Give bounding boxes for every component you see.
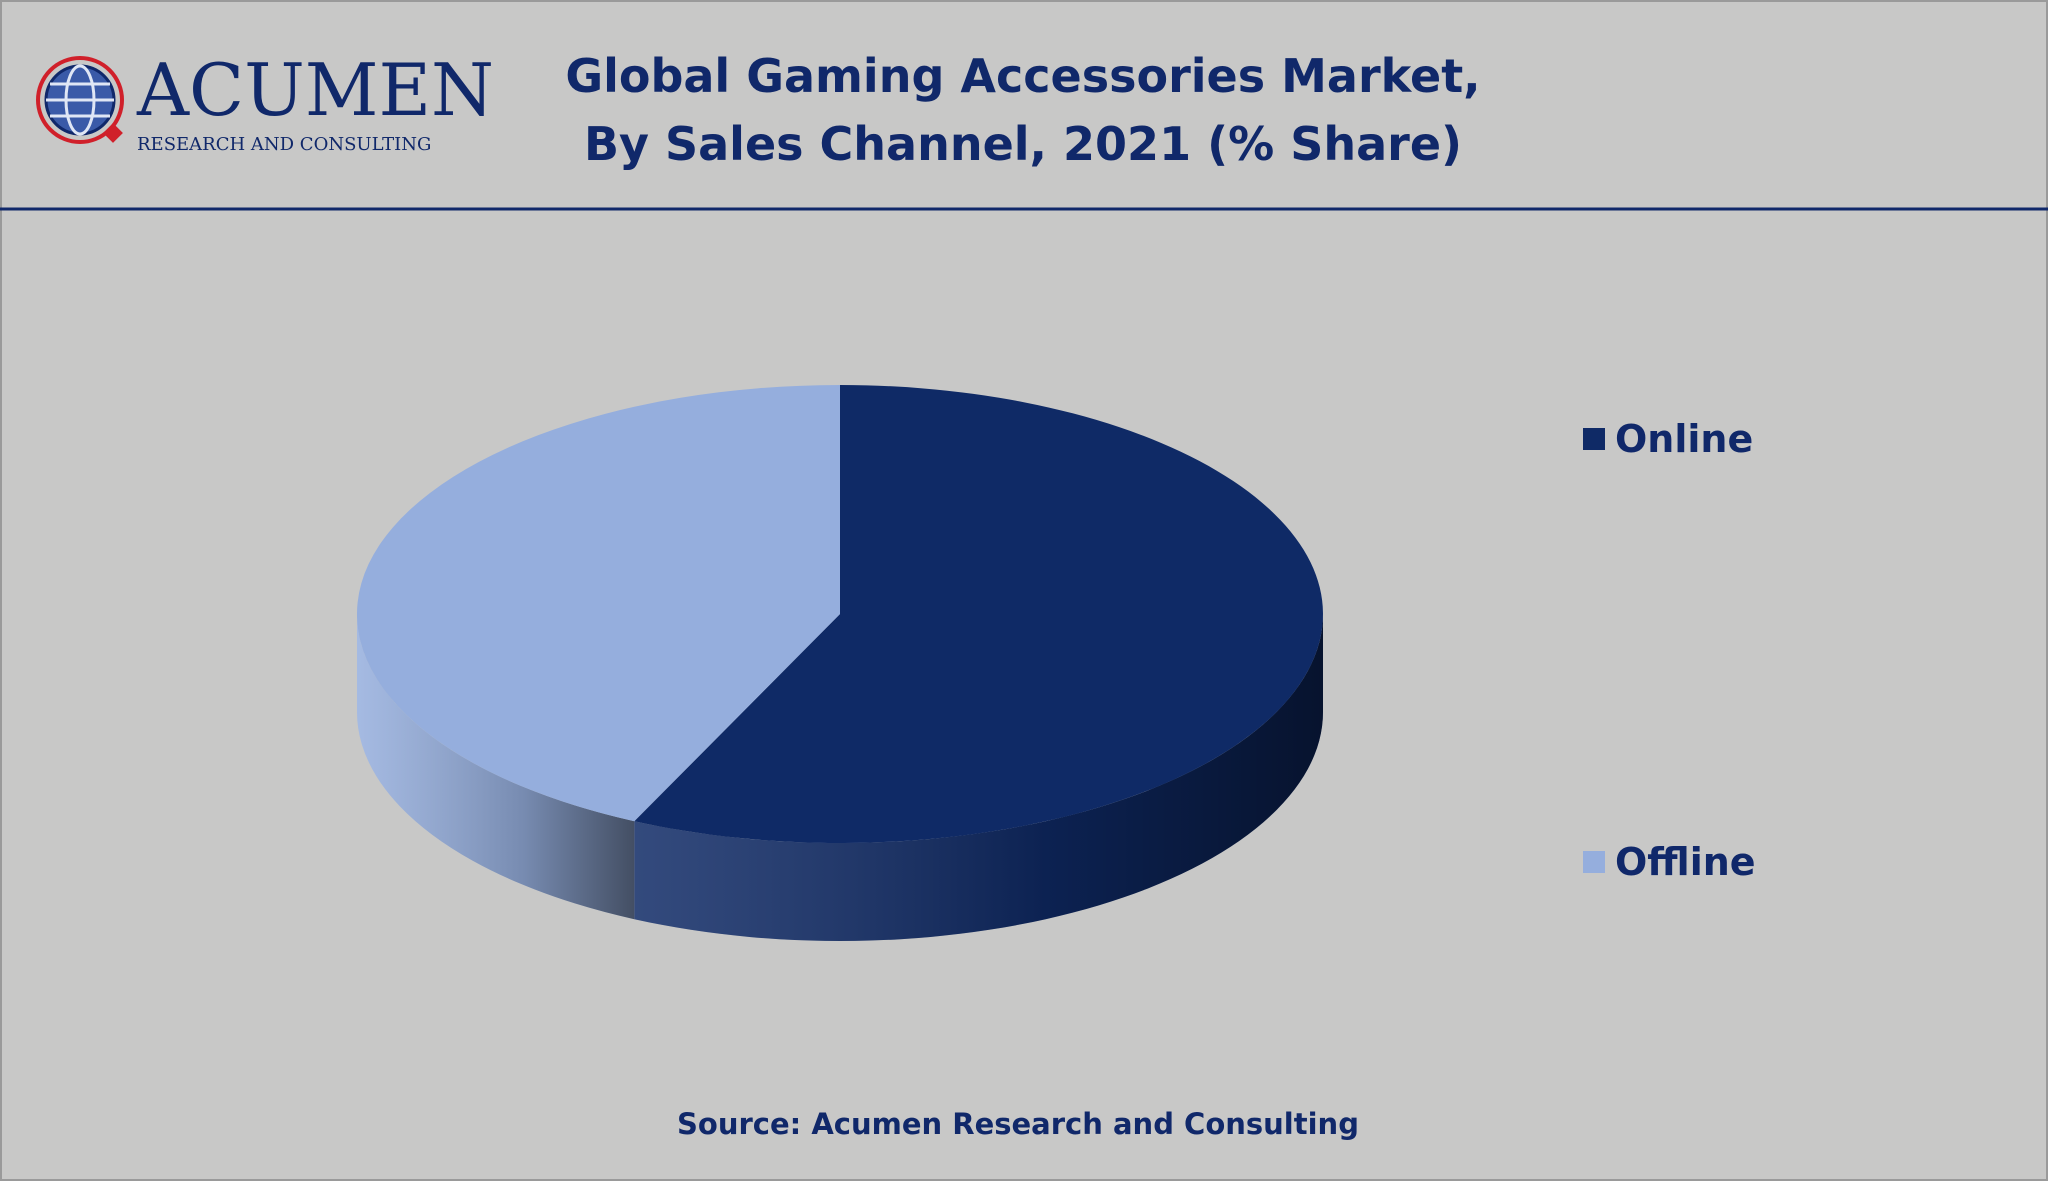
logo-name: ACUMEN [136, 48, 494, 132]
legend-swatch [1583, 428, 1605, 450]
chart-title: Global Gaming Accessories Market, [565, 49, 1480, 103]
logo-icon [36, 56, 124, 144]
pie-slice [634, 385, 1323, 844]
chart-title: By Sales Channel, 2021 (% Share) [584, 117, 1462, 171]
legend-label: Offline [1615, 840, 1756, 884]
pie-slice [356, 385, 840, 822]
source-note: Source: Acumen Research and Consulting [677, 1107, 1359, 1141]
side-shade [634, 614, 1323, 942]
legend-label: Online [1615, 417, 1753, 461]
side-shade [356, 614, 635, 920]
logo-tagline: RESEARCH AND CONSULTING [137, 134, 431, 155]
legend-swatch [1583, 851, 1605, 873]
